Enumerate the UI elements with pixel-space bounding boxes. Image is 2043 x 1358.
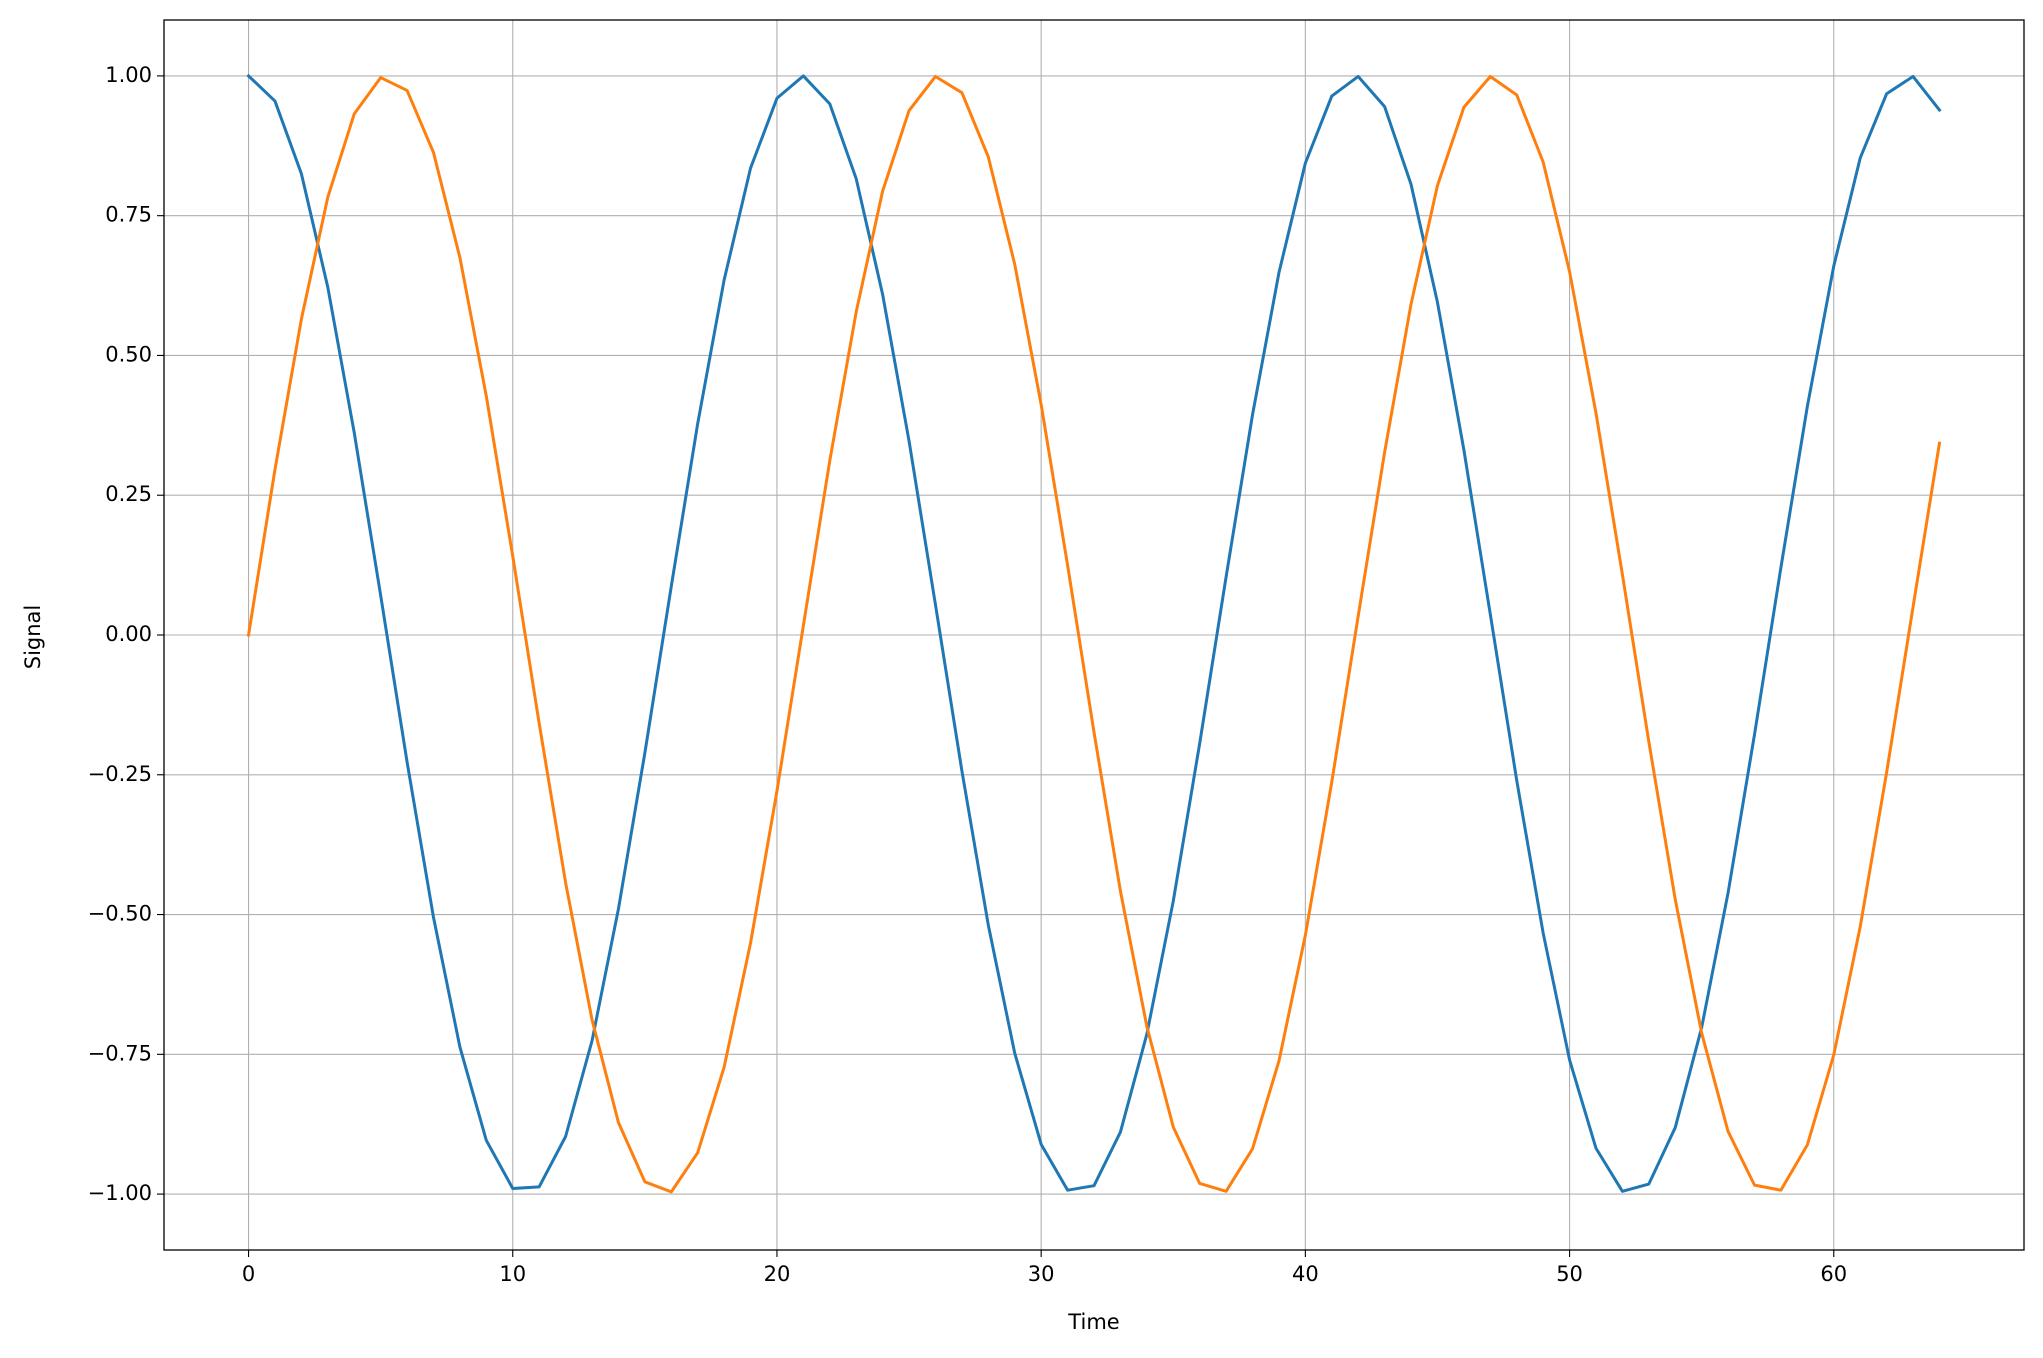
x-tick-label: 30 [1028,1262,1055,1286]
line [246,74,1942,1194]
y-tick-label: 0.25 [105,482,152,506]
x-tick-label: 50 [1556,1262,1583,1286]
x-tick-label: 60 [1820,1262,1847,1286]
y-axis-label: Signal [21,605,45,670]
y-tick-label: −0.75 [88,1041,152,1065]
y-tick-label: −0.25 [88,762,152,786]
y-tick-label: 0.50 [105,342,152,366]
y-tick-label: −0.50 [88,902,152,926]
x-tick-label: 0 [242,1262,255,1286]
y-tick-label: −1.00 [88,1181,152,1205]
y-tick-label: 0.00 [105,622,152,646]
y-tick-label: 1.00 [105,63,152,87]
x-axis-label: Time [1067,1310,1119,1334]
x-tick-label: 40 [1292,1262,1319,1286]
plot-frame [163,19,2025,1251]
x-tick-label: 20 [764,1262,791,1286]
line [246,73,1942,1193]
y-tick-label: 0.75 [105,203,152,227]
x-tick-label: 10 [499,1262,526,1286]
